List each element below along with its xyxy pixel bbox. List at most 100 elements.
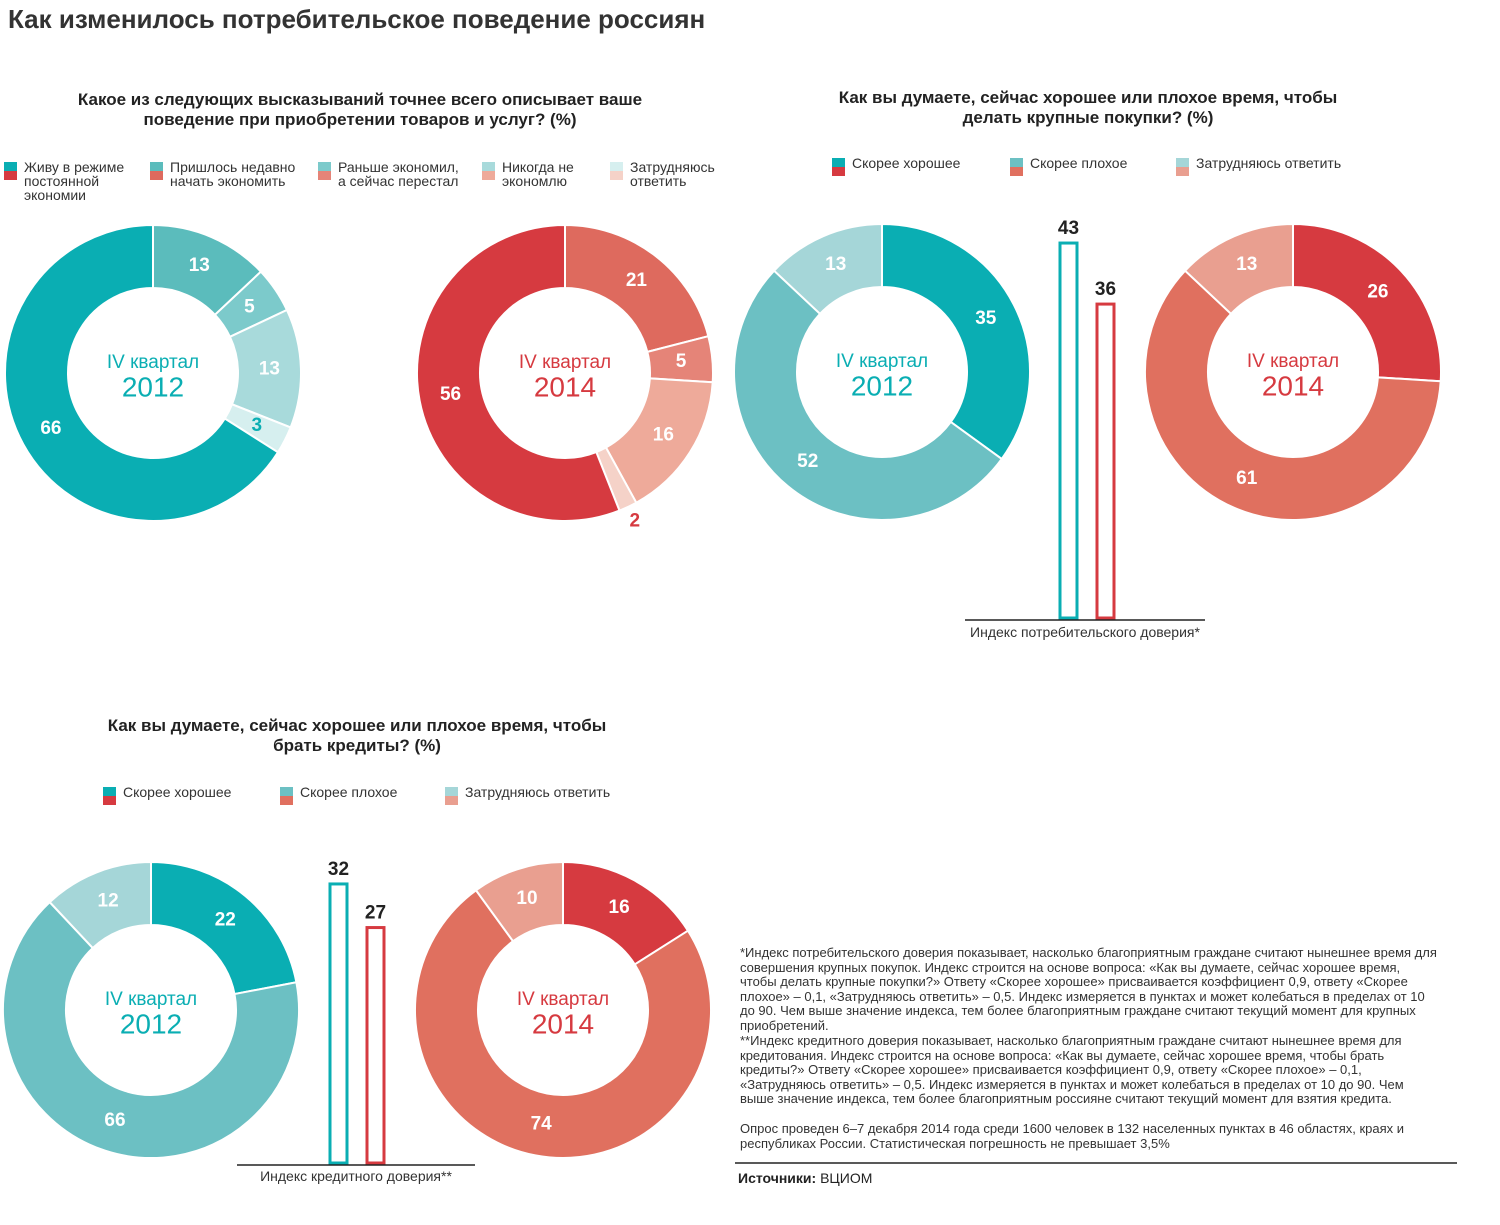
legend-swatch (318, 162, 331, 171)
index-value: 43 (1058, 218, 1079, 239)
index-label: Индекс кредитного доверия** (260, 1168, 452, 1184)
donut-segment (772, 222, 883, 316)
data-label: 74 (531, 1113, 553, 1134)
legend-swatch (1176, 167, 1189, 176)
legend-swatch (4, 162, 17, 171)
legend-swatch (280, 787, 293, 796)
center-period: IV квартал (1247, 351, 1339, 372)
section-title: Как вы думаете, сейчас хорошее или плохо… (838, 88, 1338, 127)
legend-swatch (610, 162, 623, 171)
data-label: 13 (1236, 254, 1257, 275)
legend-swatch (482, 162, 495, 171)
center-period: IV квартал (836, 351, 928, 372)
legend-label: Затрудняюсь ответить (465, 784, 611, 800)
data-label: 13 (825, 254, 846, 275)
data-label: 12 (98, 891, 119, 912)
legend-label: Затрудняюсь ответить (1196, 155, 1342, 171)
data-label: 21 (626, 270, 648, 291)
donut-segment (732, 269, 1004, 522)
source: Источники: ВЦИОМ (738, 1170, 872, 1186)
index-value: 36 (1095, 279, 1116, 300)
footnote: Опрос проведен 6–7 декабря 2014 года сре… (740, 1121, 1405, 1151)
data-label: 61 (1236, 468, 1258, 489)
legend-swatch (103, 787, 116, 796)
donut-segment (416, 223, 621, 522)
legend-swatch (610, 171, 623, 180)
data-label: 2 (630, 510, 641, 531)
data-label: 56 (440, 384, 461, 405)
data-label: 16 (653, 424, 674, 445)
donut-segment (564, 223, 710, 354)
legend-swatch (482, 171, 495, 180)
center-year: 2012 (122, 371, 184, 402)
source-label: Источники: (738, 1170, 817, 1186)
center-year: 2014 (1262, 370, 1324, 401)
index-label: Индекс потребительского доверия* (970, 624, 1200, 640)
index-bar (1095, 302, 1116, 620)
data-label: 5 (676, 351, 687, 372)
legend-swatch (1176, 158, 1189, 167)
data-label: 66 (104, 1110, 125, 1131)
donut-segment (4, 223, 280, 522)
legend-swatch (1010, 158, 1023, 167)
data-label: 16 (609, 897, 630, 918)
legend-label: Скорее плохое (1030, 155, 1128, 171)
center-year: 2014 (532, 1008, 594, 1039)
legend-swatch (150, 171, 163, 180)
legend-swatch (103, 796, 116, 805)
legend-swatch (832, 167, 845, 176)
legend-label: Затрудняюсь ответить (630, 159, 715, 189)
donut-segment (2, 900, 300, 1159)
data-label: 66 (40, 418, 61, 439)
source-value: ВЦИОМ (820, 1170, 873, 1186)
legend-swatch (150, 162, 163, 171)
legend-label: Раньше экономил, а сейчас перестал (338, 159, 459, 189)
legend-swatch (832, 158, 845, 167)
section-title: Какое из следующих высказываний точнее в… (77, 90, 643, 129)
legend-label: Живу в режиме постоянной экономии (24, 159, 125, 203)
donut-segment (474, 860, 564, 943)
data-label: 52 (797, 451, 818, 472)
center-period: IV квартал (519, 352, 611, 373)
donut-segment (1144, 269, 1442, 521)
donut-segment (1183, 222, 1294, 316)
legend-label: Скорее хорошее (123, 784, 232, 800)
donut-segment (881, 222, 1031, 461)
legend-swatch (4, 171, 17, 180)
data-label: 35 (975, 308, 997, 329)
legend-label: Скорее плохое (300, 784, 398, 800)
index-bar (328, 882, 349, 1165)
index-bar (1058, 241, 1079, 620)
center-period: IV квартал (105, 989, 197, 1010)
legend-swatch (280, 796, 293, 805)
data-label: 5 (244, 297, 255, 318)
footnote: *Индекс потребительского доверия показыв… (740, 945, 1437, 1033)
page-title: Как изменилось потребительское поведение… (8, 4, 706, 34)
legend-swatch (1010, 167, 1023, 176)
data-label: 3 (252, 415, 263, 436)
data-label: 22 (215, 909, 236, 930)
index-value: 32 (328, 859, 349, 880)
legend-label: Никогда не экономлю (502, 159, 574, 189)
legend-swatch (318, 171, 331, 180)
legend-swatch (445, 796, 458, 805)
data-label: 13 (259, 358, 280, 379)
center-year: 2014 (534, 371, 596, 402)
index-bar (365, 926, 386, 1165)
legend-label: Скорее хорошее (852, 155, 961, 171)
center-period: IV квартал (107, 352, 199, 373)
legend-swatch (445, 787, 458, 796)
legend-label: Пришлось недавно начать экономить (170, 159, 296, 189)
footnote: **Индекс кредитного доверия показывает, … (740, 1033, 1404, 1106)
index-value: 27 (365, 903, 386, 924)
data-label: 10 (516, 888, 537, 909)
donut-segment (48, 860, 152, 950)
section-title: Как вы думаете, сейчас хорошее или плохо… (107, 716, 607, 755)
data-label: 26 (1367, 281, 1388, 302)
center-year: 2012 (120, 1008, 182, 1039)
center-year: 2012 (851, 370, 913, 401)
center-period: IV квартал (517, 989, 609, 1010)
data-label: 13 (189, 255, 210, 276)
